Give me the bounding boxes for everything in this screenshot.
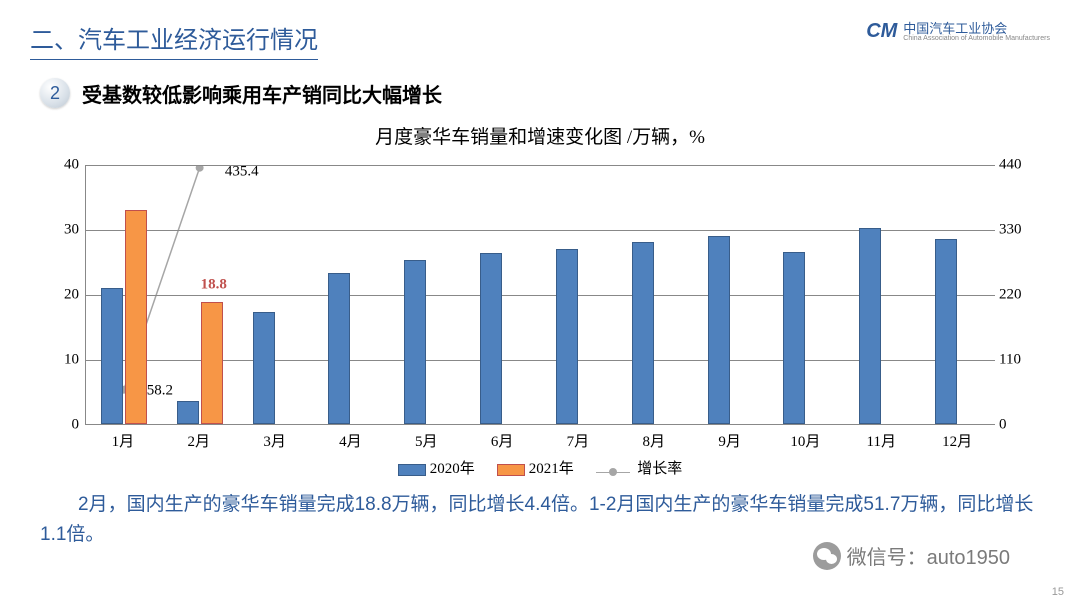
bar-2020 bbox=[632, 242, 654, 424]
x-tick: 3月 bbox=[263, 430, 286, 451]
legend-item-growth: 增长率 bbox=[596, 457, 683, 478]
legend-line-icon bbox=[596, 468, 630, 476]
x-tick: 2月 bbox=[187, 430, 210, 451]
y-right-tick: 0 bbox=[999, 417, 1039, 434]
x-tick: 12月 bbox=[942, 430, 972, 451]
bar-2020 bbox=[708, 236, 730, 425]
bar-2020 bbox=[101, 288, 123, 425]
x-tick: 11月 bbox=[867, 430, 896, 451]
legend-swatch-2020 bbox=[398, 464, 426, 476]
y-right-tick: 110 bbox=[999, 352, 1039, 369]
bar-2020 bbox=[556, 249, 578, 425]
legend-item-2020: 2020年 bbox=[398, 457, 475, 478]
x-tick: 9月 bbox=[718, 430, 741, 451]
data-label: 18.8 bbox=[201, 276, 227, 293]
bar-2020 bbox=[253, 312, 275, 424]
x-tick: 10月 bbox=[790, 430, 820, 451]
subsection-number-badge: 2 bbox=[40, 78, 70, 108]
logo-mark: CM bbox=[866, 20, 897, 43]
chart: 58.2 435.4 18.8 0 10 20 30 40 0 110 220 330 440 1月 2月… bbox=[35, 155, 1045, 455]
section-title: 二、汽车工业经济运行情况 bbox=[30, 20, 318, 60]
x-tick: 7月 bbox=[567, 430, 590, 451]
body-text: 2月，国内生产的豪华车销量完成18.8万辆，同比增长4.4倍。1-2月国内生产的… bbox=[0, 478, 1080, 551]
logo-text: 中国汽车工业协会 bbox=[903, 22, 1050, 35]
plot-area: 58.2 435.4 18.8 bbox=[85, 165, 995, 425]
bar-2021 bbox=[125, 210, 147, 425]
y-left-tick: 10 bbox=[45, 352, 79, 369]
y-right-tick: 330 bbox=[999, 222, 1039, 239]
bar-2020 bbox=[935, 239, 957, 424]
bar-2020 bbox=[783, 252, 805, 424]
x-tick: 5月 bbox=[415, 430, 438, 451]
org-logo: CM 中国汽车工业协会 China Association of Automob… bbox=[866, 20, 1050, 43]
x-tick: 4月 bbox=[339, 430, 362, 451]
bar-2020 bbox=[480, 253, 502, 424]
data-label: 435.4 bbox=[225, 163, 259, 180]
legend: 2020年 2021年 增长率 bbox=[0, 457, 1080, 478]
x-tick: 8月 bbox=[642, 430, 665, 451]
logo-subtext: China Association of Automobile Manufact… bbox=[903, 35, 1050, 42]
y-right-tick: 220 bbox=[999, 287, 1039, 304]
x-tick: 6月 bbox=[491, 430, 514, 451]
bar-2020 bbox=[177, 401, 199, 424]
chart-title: 月度豪华车销量和增速变化图 /万辆，% bbox=[0, 122, 1080, 149]
bar-2020 bbox=[328, 273, 350, 424]
bar-2020 bbox=[859, 228, 881, 424]
y-left-tick: 30 bbox=[45, 222, 79, 239]
bar-2021 bbox=[201, 302, 223, 424]
legend-swatch-2021 bbox=[497, 464, 525, 476]
y-left-tick: 40 bbox=[45, 157, 79, 174]
subsection-title: 受基数较低影响乘用车产销同比大幅增长 bbox=[82, 79, 442, 108]
x-tick: 1月 bbox=[112, 430, 135, 451]
page-number: 15 bbox=[1052, 586, 1064, 598]
legend-item-2021: 2021年 bbox=[497, 457, 574, 478]
bar-2020 bbox=[404, 260, 426, 424]
y-right-tick: 440 bbox=[999, 157, 1039, 174]
data-label: 58.2 bbox=[147, 382, 173, 399]
y-left-tick: 0 bbox=[45, 417, 79, 434]
y-left-tick: 20 bbox=[45, 287, 79, 304]
